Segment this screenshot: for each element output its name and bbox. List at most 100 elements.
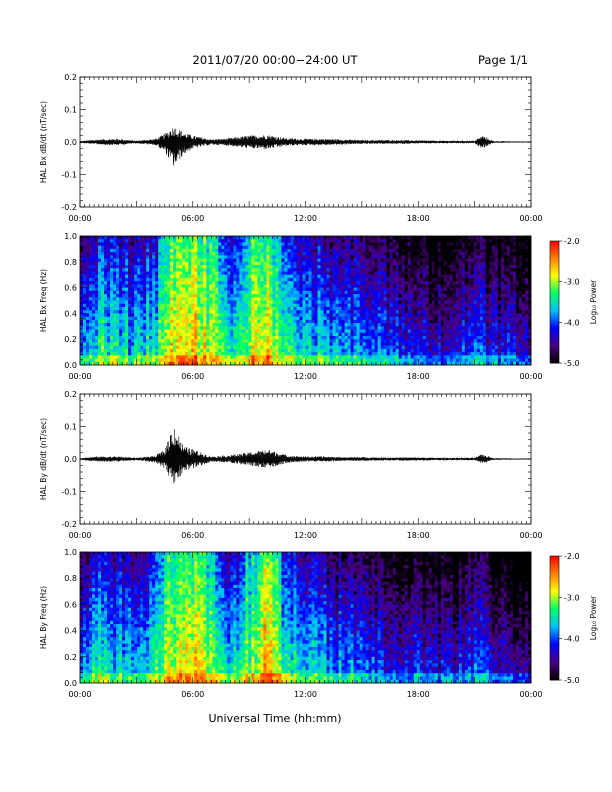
spectrogram-cell <box>335 352 339 356</box>
spectrogram-cell <box>200 258 204 263</box>
spectrogram-cell <box>170 261 174 266</box>
spectrogram-cell <box>401 342 406 347</box>
spectrogram-cell <box>431 274 436 279</box>
spectrogram-cell <box>83 329 87 334</box>
spectrogram-cell <box>359 313 364 318</box>
spectrogram-cell <box>140 239 144 243</box>
spectrogram-cell <box>341 294 345 298</box>
spectrogram-cell <box>356 245 361 250</box>
spectrogram-cell <box>341 287 345 292</box>
spectrogram-cell <box>110 252 114 256</box>
spectrogram-cell <box>272 255 276 259</box>
spectrogram-cell <box>248 310 252 314</box>
spectrogram-cell <box>401 332 406 337</box>
spectrogram-cell <box>383 316 388 321</box>
spectrogram-cell <box>185 271 189 276</box>
spectrogram-cell <box>134 239 138 243</box>
spectrogram-cell <box>308 245 312 250</box>
spectrogram-cell <box>185 352 189 356</box>
spectrogram-cell <box>314 297 318 301</box>
spectrogram-cell <box>185 361 189 366</box>
spectrogram-cell <box>125 294 129 298</box>
spectrogram-cell <box>260 345 264 350</box>
spectrogram-cell <box>320 258 324 263</box>
spectrogram-cell <box>272 352 276 356</box>
spectrogram-cell <box>242 255 246 259</box>
spectrogram-cell <box>362 348 367 353</box>
spectrogram-cell <box>164 277 168 282</box>
spectrogram-cell <box>137 297 141 301</box>
spectrogram-cell <box>416 255 421 259</box>
spectrogram-cell <box>239 245 243 250</box>
spectrogram-cell <box>227 358 231 363</box>
spectrogram-cell <box>320 277 324 282</box>
spectrogram-cell <box>236 271 240 276</box>
spectrogram-cell <box>302 268 306 272</box>
spectrogram-cell <box>338 352 342 356</box>
spectrogram-cell <box>116 355 120 359</box>
spectrogram-cell <box>179 268 183 272</box>
spectrogram-cell <box>236 345 240 350</box>
spectrogram-cell <box>98 332 102 337</box>
spectrogram-cell <box>395 287 400 292</box>
spectrogram-cell <box>389 297 394 301</box>
spectrogram-cell <box>197 361 201 366</box>
spectrogram-cell <box>146 277 150 282</box>
spectrogram-cell <box>194 342 198 347</box>
spectrogram-cell <box>329 281 333 285</box>
spectrogram-cell <box>242 310 246 314</box>
spectrogram-cell <box>368 255 373 259</box>
spectrogram-cell <box>146 323 150 327</box>
spectrogram-cell <box>257 303 261 308</box>
spectrogram-cell <box>125 281 129 285</box>
spectrogram-cell <box>245 348 249 353</box>
spectrogram-cell <box>317 239 321 243</box>
spectrogram-cell <box>197 300 201 305</box>
spectrogram-cell <box>284 277 288 282</box>
spectrogram-cell <box>95 345 99 350</box>
spectrogram-cell <box>257 345 261 350</box>
spectrogram-cell <box>185 274 189 279</box>
spectrogram-cell <box>371 339 376 343</box>
spectrogram-cell <box>305 252 309 256</box>
spectrogram-cell <box>302 258 306 263</box>
spectrogram-cell <box>329 335 333 340</box>
spectrogram-cell <box>233 345 237 350</box>
spectrogram-cell <box>251 348 255 353</box>
spectrogram-cell <box>110 310 114 314</box>
spectrogram-cell <box>251 287 255 292</box>
spectrogram-cell <box>404 335 409 340</box>
spectrogram-cell <box>266 355 270 359</box>
spectrogram-cell <box>176 332 180 337</box>
spectrogram-cell <box>164 261 168 266</box>
spectrogram-cell <box>224 258 228 263</box>
spectrogram-cell <box>110 265 114 269</box>
spectrogram-cell <box>386 242 391 247</box>
spectrogram-cell <box>413 287 418 292</box>
spectrogram-cell <box>353 355 358 359</box>
spectrogram-cell <box>332 261 336 266</box>
spectrogram-cell <box>110 332 114 337</box>
spectrogram-cell <box>422 319 427 324</box>
spectrogram-cell <box>215 316 219 321</box>
x-tick-label: 00:00 <box>519 214 542 223</box>
spectrogram-cell <box>299 358 303 363</box>
spectrogram-cell <box>125 329 129 334</box>
spectrogram-cell <box>332 265 336 269</box>
spectrogram-cell <box>272 239 276 243</box>
spectrogram-cell <box>146 339 150 343</box>
spectrogram-cell <box>221 313 225 318</box>
spectrogram-cell <box>215 261 219 266</box>
spectrogram-cell <box>338 252 342 256</box>
spectrogram-cell <box>260 281 264 285</box>
spectrogram-cell <box>365 326 370 330</box>
spectrogram-cell <box>161 294 165 298</box>
spectrogram-cell <box>86 261 90 266</box>
spectrogram-cell <box>128 245 132 250</box>
spectrogram-cell <box>284 358 288 363</box>
spectrogram-cell <box>185 339 189 343</box>
spectrogram-cell <box>194 332 198 337</box>
spectrogram-cell <box>326 326 330 330</box>
spectrogram-cell <box>353 271 358 276</box>
spectrogram-cell <box>209 306 213 311</box>
